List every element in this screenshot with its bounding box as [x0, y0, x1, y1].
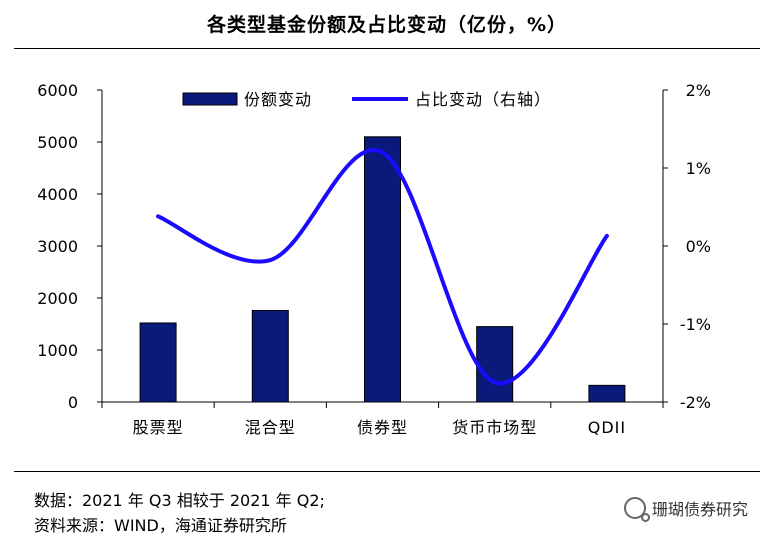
right-tick-label: 2% [686, 81, 711, 100]
watermark: 珊瑚债券研究 [623, 496, 748, 522]
right-tick-label: -2% [680, 393, 711, 412]
bar [139, 322, 177, 403]
bar [588, 384, 626, 403]
x-tick-label: 股票型 [133, 418, 184, 437]
bar [476, 326, 514, 403]
bar [364, 136, 401, 403]
x-tick-label: QDII [588, 418, 626, 437]
right-tick-label: 1% [686, 159, 711, 178]
footer-note: 数据：2021 年 Q3 相较于 2021 年 Q2; [34, 491, 325, 510]
left-tick-label: 5000 [37, 133, 78, 152]
watermark-text: 珊瑚债券研究 [651, 500, 748, 519]
left-tick-label: 0 [68, 393, 78, 412]
left-tick-label: 1000 [37, 341, 78, 360]
left-tick-label: 2000 [37, 289, 78, 308]
x-tick-label: 债券型 [357, 418, 408, 437]
wechat-icon [623, 497, 650, 522]
legend-line-label: 占比变动（右轴） [415, 90, 551, 109]
right-tick-label: -1% [680, 315, 711, 334]
legend-bar-label: 份额变动 [244, 90, 312, 109]
bar [251, 309, 289, 403]
footer-source: 资料来源：WIND，海通证券研究所 [34, 516, 287, 535]
left-tick-label: 6000 [37, 81, 78, 100]
legend-bar-swatch [182, 92, 238, 106]
line-series-path [156, 148, 609, 386]
top-rule [14, 48, 760, 49]
x-tick-label: 混合型 [245, 418, 296, 437]
chart-title: 各类型基金份额及占比变动（亿份，%） [206, 14, 568, 36]
left-tick-label: 3000 [37, 237, 78, 256]
x-tick-label: 货币市场型 [452, 418, 537, 437]
right-tick-label: 0% [686, 237, 711, 256]
bottom-rule [14, 471, 760, 472]
left-tick-label: 4000 [37, 185, 78, 204]
